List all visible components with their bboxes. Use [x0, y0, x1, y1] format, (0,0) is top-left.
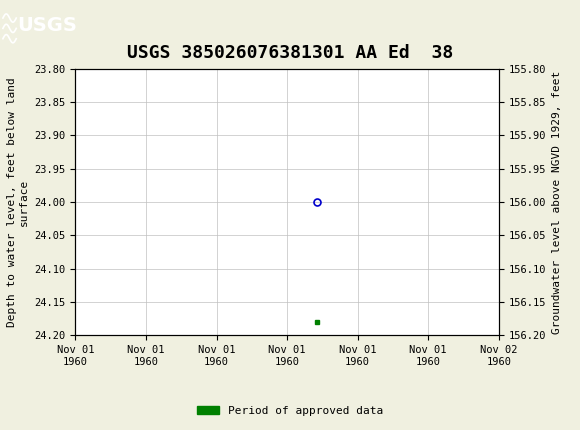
- Legend: Period of approved data: Period of approved data: [193, 401, 387, 420]
- Y-axis label: Depth to water level, feet below land
surface: Depth to water level, feet below land su…: [8, 77, 29, 327]
- Text: USGS: USGS: [17, 16, 77, 35]
- Text: USGS 385026076381301 AA Ed  38: USGS 385026076381301 AA Ed 38: [127, 44, 453, 62]
- Y-axis label: Groundwater level above NGVD 1929, feet: Groundwater level above NGVD 1929, feet: [552, 71, 561, 334]
